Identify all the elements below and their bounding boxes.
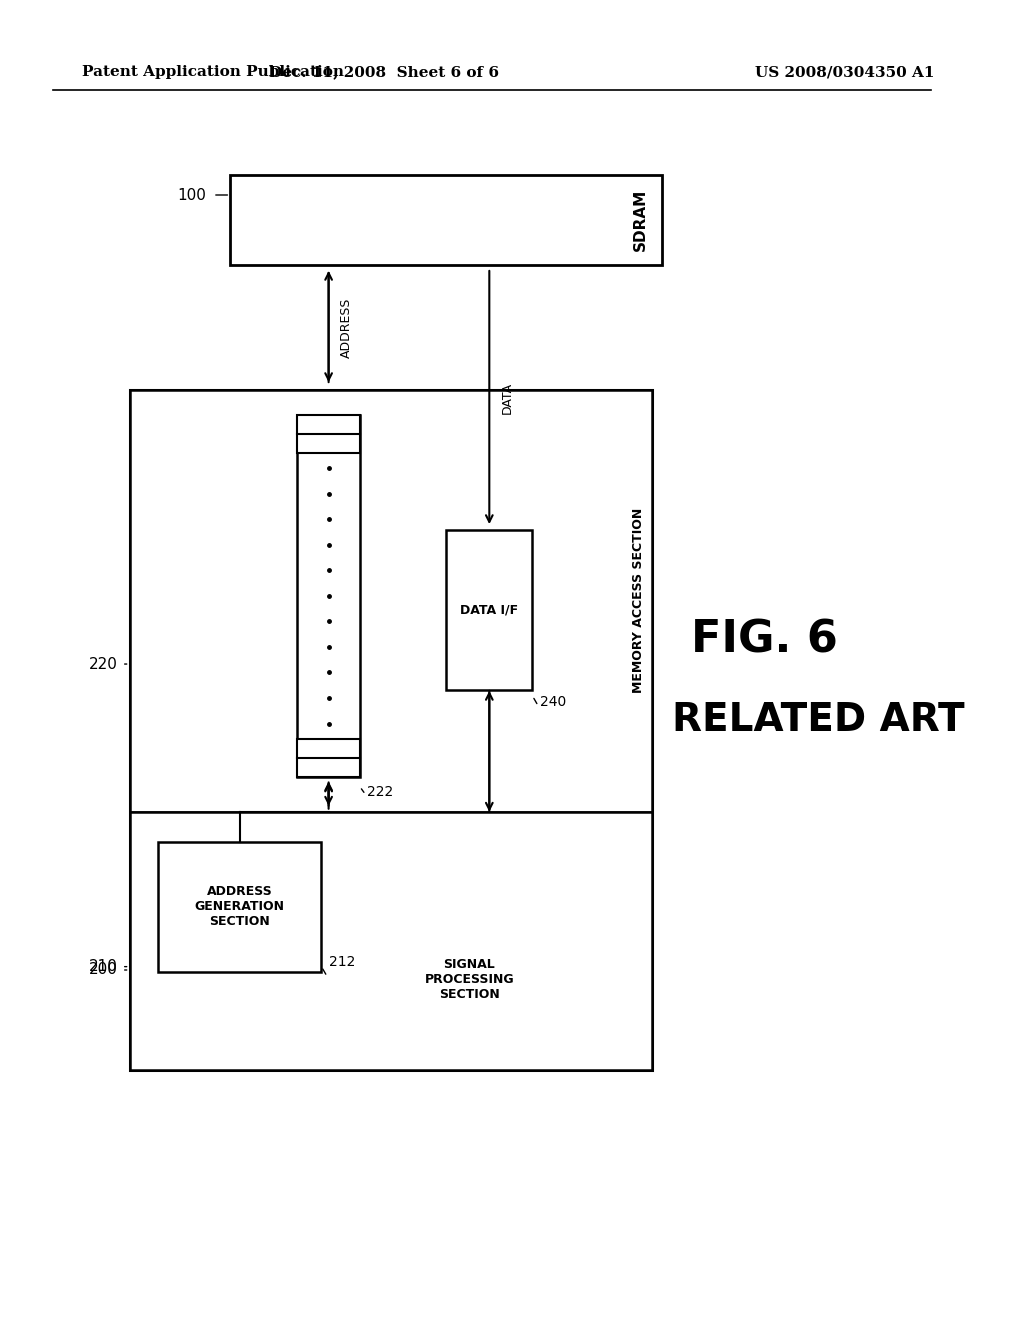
Bar <box>159 842 322 972</box>
Text: DATA: DATA <box>501 381 514 413</box>
Text: RELATED ART: RELATED ART <box>672 701 965 739</box>
Bar <box>129 389 652 812</box>
Text: 240: 240 <box>541 696 566 709</box>
Text: US 2008/0304350 A1: US 2008/0304350 A1 <box>755 65 934 79</box>
Bar <box>446 531 532 690</box>
Bar <box>297 414 359 453</box>
Text: ADDRESS
GENERATION
SECTION: ADDRESS GENERATION SECTION <box>195 886 285 928</box>
Text: 220: 220 <box>89 656 118 672</box>
Text: Dec. 11, 2008  Sheet 6 of 6: Dec. 11, 2008 Sheet 6 of 6 <box>268 65 499 79</box>
Bar <box>297 739 359 776</box>
Text: ADDRESS: ADDRESS <box>340 297 353 358</box>
Text: 212: 212 <box>329 954 355 969</box>
Text: 210: 210 <box>89 960 118 974</box>
Text: MEMORY ACCESS SECTION: MEMORY ACCESS SECTION <box>632 508 644 693</box>
Text: SIGNAL
PROCESSING
SECTION: SIGNAL PROCESSING SECTION <box>425 958 514 1001</box>
Text: 100: 100 <box>177 187 206 202</box>
Text: Patent Application Publication: Patent Application Publication <box>82 65 344 79</box>
Text: DATA I/F: DATA I/F <box>460 603 518 616</box>
Text: FIG. 6: FIG. 6 <box>691 619 838 661</box>
Bar <box>297 414 359 776</box>
Text: 200: 200 <box>89 962 118 978</box>
Text: 222: 222 <box>368 784 393 799</box>
Text: SDRAM: SDRAM <box>633 189 647 251</box>
Bar <box>129 812 652 1071</box>
Bar <box>129 389 652 1071</box>
Bar <box>230 176 663 265</box>
